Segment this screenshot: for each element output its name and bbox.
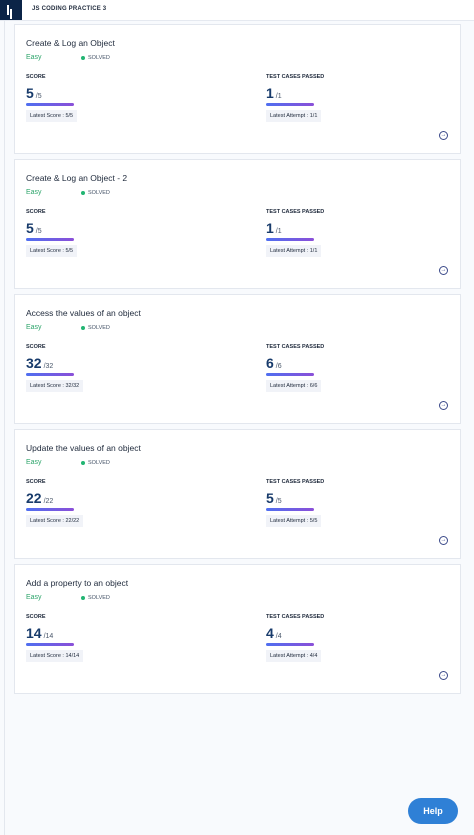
difficulty: Easy	[26, 324, 42, 331]
tests-number: 4	[266, 625, 274, 641]
tests-latest: Latest Attempt : 1/1	[266, 110, 322, 122]
score-total: /14	[43, 633, 54, 640]
logo[interactable]	[0, 0, 22, 20]
sidebar-border	[4, 20, 5, 835]
score-latest: Latest Score : 5/5	[26, 110, 78, 122]
score-total: /32	[43, 363, 54, 370]
score-number: 5	[26, 85, 34, 101]
page-title: JS CODING PRACTICE 3	[32, 6, 107, 12]
tests-latest: Latest Attempt : 5/5	[266, 515, 322, 527]
problem-title: Add a property to an object	[26, 578, 129, 588]
status: SOLVED	[88, 325, 110, 331]
status: SOLVED	[88, 190, 110, 196]
open-problem[interactable]: →	[439, 131, 448, 140]
difficulty: Easy	[26, 189, 42, 196]
tests-progress	[266, 508, 314, 511]
problem-card: Update the values of an object Easy SOLVED…	[14, 429, 461, 559]
open-problem[interactable]: →	[439, 671, 448, 680]
problem-card: Add a property to an object Easy SOLVED SCO…	[14, 564, 461, 694]
score-number: 22	[26, 490, 42, 506]
tests-value: 5/5	[266, 490, 282, 506]
tests-value: 6/6	[266, 355, 282, 371]
tests-progress	[266, 238, 314, 241]
score-progress	[26, 103, 74, 106]
score-label: SCORE	[26, 614, 46, 620]
tests-value: 4/4	[266, 625, 282, 641]
tests-latest: Latest Attempt : 4/4	[266, 650, 322, 662]
score-label: SCORE	[26, 479, 46, 485]
status: SOLVED	[88, 55, 110, 61]
problem-card: Create & Log an Object - 2 Easy SOLVED SCOR…	[14, 159, 461, 289]
tests-label: TEST CASES PASSED	[266, 344, 325, 350]
score-latest: Latest Score : 5/5	[26, 245, 78, 257]
score-total: /5	[35, 93, 42, 100]
score-value: 22/22	[26, 490, 53, 506]
score-label: SCORE	[26, 209, 46, 215]
score-number: 32	[26, 355, 42, 371]
tests-total: /1	[275, 228, 282, 235]
score-value: 14/14	[26, 625, 53, 641]
score-total: /5	[35, 228, 42, 235]
score-progress	[26, 373, 74, 376]
difficulty: Easy	[26, 54, 42, 61]
problem-card: Access the values of an object Easy SOLVED…	[14, 294, 461, 424]
score-label: SCORE	[26, 344, 46, 350]
status-dot	[81, 56, 85, 60]
tests-number: 6	[266, 355, 274, 371]
tests-value: 1/1	[266, 220, 282, 236]
open-problem[interactable]: →	[439, 401, 448, 410]
score-latest: Latest Score : 32/32	[26, 380, 84, 392]
tests-label: TEST CASES PASSED	[266, 209, 325, 215]
tests-number: 1	[266, 220, 274, 236]
score-latest: Latest Score : 14/14	[26, 650, 84, 662]
score-label: SCORE	[26, 74, 46, 80]
score-number: 14	[26, 625, 42, 641]
tests-latest: Latest Attempt : 1/1	[266, 245, 322, 257]
tests-label: TEST CASES PASSED	[266, 614, 325, 620]
problem-card: Create & Log an Object Easy SOLVED SCORE 5/5…	[14, 24, 461, 154]
status-dot	[81, 596, 85, 600]
tests-latest: Latest Attempt : 6/6	[266, 380, 322, 392]
score-progress	[26, 508, 74, 511]
tests-progress	[266, 103, 314, 106]
tests-value: 1/1	[266, 85, 282, 101]
status: SOLVED	[88, 595, 110, 601]
status-dot	[81, 191, 85, 195]
problem-title: Update the values of an object	[26, 443, 141, 453]
open-problem[interactable]: →	[439, 266, 448, 275]
tests-total: /6	[275, 363, 282, 370]
help-button[interactable]: Help	[408, 798, 458, 824]
difficulty: Easy	[26, 594, 42, 601]
tests-progress	[266, 643, 314, 646]
score-value: 5/5	[26, 220, 42, 236]
score-total: /22	[43, 498, 54, 505]
score-progress	[26, 643, 74, 646]
difficulty: Easy	[26, 459, 42, 466]
status-dot	[81, 326, 85, 330]
score-progress	[26, 238, 74, 241]
tests-total: /1	[275, 93, 282, 100]
open-problem[interactable]: →	[439, 536, 448, 545]
tests-label: TEST CASES PASSED	[266, 479, 325, 485]
tests-total: /5	[275, 498, 282, 505]
score-value: 5/5	[26, 85, 42, 101]
problem-title: Access the values of an object	[26, 308, 141, 318]
problem-title: Create & Log an Object - 2	[26, 173, 128, 183]
top-bar	[0, 0, 474, 21]
tests-number: 1	[266, 85, 274, 101]
score-number: 5	[26, 220, 34, 236]
tests-total: /4	[275, 633, 282, 640]
tests-label: TEST CASES PASSED	[266, 74, 325, 80]
tests-number: 5	[266, 490, 274, 506]
score-latest: Latest Score : 22/22	[26, 515, 84, 527]
score-value: 32/32	[26, 355, 53, 371]
tests-progress	[266, 373, 314, 376]
status-dot	[81, 461, 85, 465]
problem-title: Create & Log an Object	[26, 38, 115, 48]
status: SOLVED	[88, 460, 110, 466]
